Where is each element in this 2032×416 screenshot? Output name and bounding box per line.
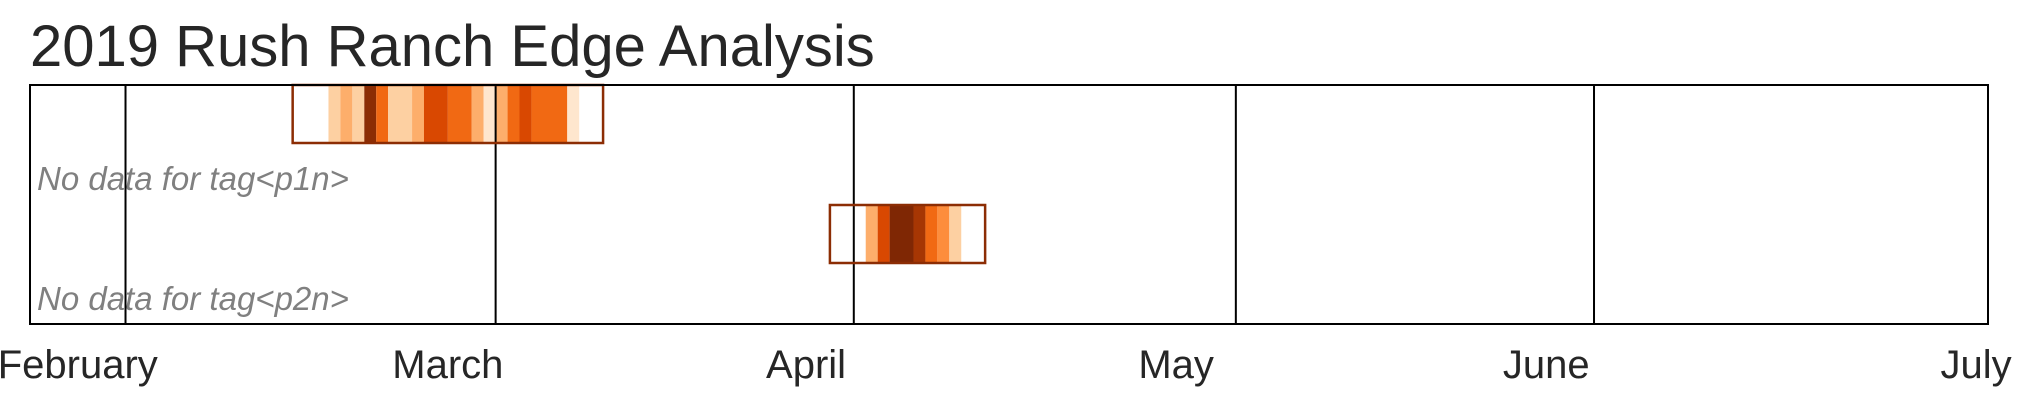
heat-cell-row1-3 <box>352 85 365 143</box>
heat-cell-row1-2 <box>340 85 353 143</box>
heat-cell-row1-16 <box>567 85 580 143</box>
heat-cell-row2-5 <box>925 205 938 263</box>
no-data-label-p1n: No data for tag<p1n> <box>37 160 349 197</box>
month-label-february: February <box>0 343 158 387</box>
plot-frame <box>29 84 1989 325</box>
heat-cell-row1-12 <box>495 85 508 143</box>
heat-cell-row2-4 <box>913 205 926 263</box>
heat-cell-row1-13 <box>507 85 520 143</box>
heat-cell-row2-6 <box>937 205 950 263</box>
bins-layer <box>328 85 962 263</box>
no-data-label-p2n: No data for tag<p2n> <box>37 280 349 317</box>
heat-cell-row1-11 <box>483 85 496 143</box>
month-labels: February March April May June July <box>0 343 2012 387</box>
month-label-july: July <box>1940 343 2011 387</box>
row-range-box-2 <box>828 203 987 265</box>
heat-cell-row1-7 <box>412 85 424 143</box>
month-label-april: April <box>766 343 846 387</box>
heat-cell-row1-6 <box>388 85 413 143</box>
heat-cell-row1-15 <box>531 85 568 143</box>
heat-cell-row2-2 <box>877 205 890 263</box>
chart-title: 2019 Rush Ranch Edge Analysis <box>30 14 875 79</box>
heat-cell-row2-3 <box>889 205 914 263</box>
heat-cell-row1-10 <box>471 85 484 143</box>
heat-cell-row1-4 <box>364 85 377 143</box>
heat-cell-row1-1 <box>328 85 341 143</box>
heat-cell-row1-9 <box>447 85 472 143</box>
heat-cell-row1-8 <box>423 85 448 143</box>
month-label-june: June <box>1503 343 1590 387</box>
month-label-march: March <box>392 343 503 387</box>
heat-cell-row2-1 <box>865 205 878 263</box>
heat-cell-row1-5 <box>376 85 389 143</box>
month-label-may: May <box>1138 343 1214 387</box>
heat-cell-row2-7 <box>949 205 962 263</box>
heat-cell-row1-14 <box>519 85 532 143</box>
